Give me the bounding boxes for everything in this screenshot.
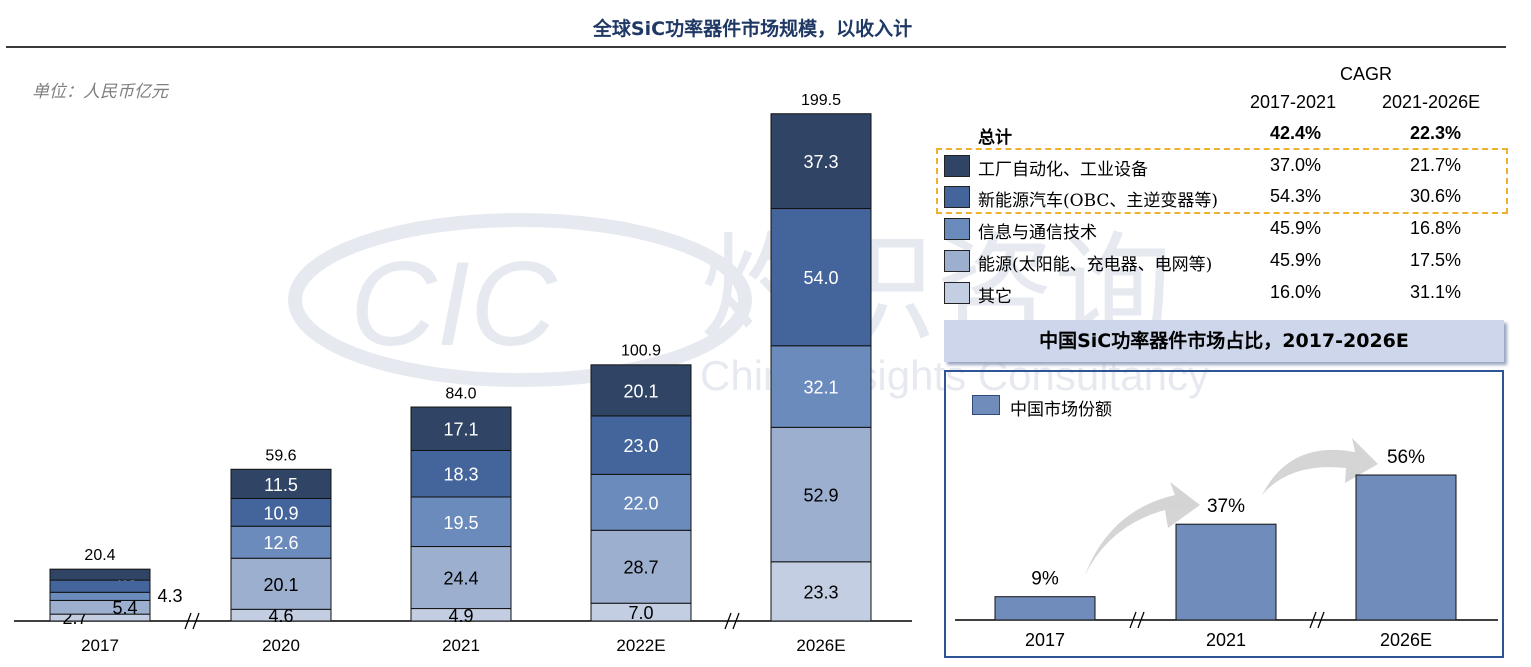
- cagr1-energy: 45.9%: [1270, 250, 1322, 270]
- title-divider: [6, 46, 1506, 48]
- bar-segment: [770, 426, 872, 563]
- axis-break-mark: [732, 612, 740, 630]
- bar-segment-label: 4.6: [268, 606, 293, 626]
- cagr-period-1: 2017-2021: [1250, 92, 1337, 112]
- bar-segment-label: 4.3: [157, 586, 182, 606]
- bar-segment-label: 32.1: [803, 378, 838, 398]
- bar-segment-label: 18.3: [443, 465, 478, 485]
- x-tick-label: 2020: [262, 636, 300, 655]
- page-title: 全球SiC功率器件市场规模，以收入计: [592, 18, 913, 40]
- bar-segment-label: 23.3: [803, 582, 838, 602]
- x-tick-label: 2021: [442, 636, 480, 655]
- bar-segment-label: 24.4: [443, 569, 478, 589]
- bar-segment-label: 23.0: [623, 436, 658, 456]
- bar-segment-label: 17.1: [443, 420, 478, 440]
- mini-legend-label: 中国市场份额: [1010, 400, 1112, 420]
- x-tick-label: 2022E: [616, 636, 665, 655]
- cagr1-ict: 45.9%: [1270, 218, 1322, 238]
- bar-segment: [770, 345, 872, 428]
- x-tick-label: 2017: [81, 636, 119, 655]
- bar-segment: [770, 113, 872, 210]
- legend-swatch-other: [944, 282, 970, 304]
- bar-segment-label: 5.4: [112, 598, 137, 618]
- bar-segment: [590, 473, 692, 531]
- bar-segment-label: 37.3: [803, 152, 838, 172]
- bar-segment-label: 52.9: [803, 486, 838, 506]
- cagr1-other: 16.0%: [1270, 282, 1322, 302]
- bar-segment-label: 54.0: [803, 268, 838, 288]
- bar-segment-label: 20.1: [263, 575, 298, 595]
- bar-segment-label: 20.1: [623, 381, 658, 401]
- cagr2-other: 31.1%: [1410, 282, 1462, 302]
- bar-segment: [49, 568, 151, 581]
- cagr-header: CAGR: [1340, 64, 1393, 84]
- highlight-dashed-box: [936, 148, 1508, 214]
- bar-total-label: 20.4: [84, 547, 115, 564]
- legend-label-energy: 能源(太阳能、充电器、电网等): [978, 255, 1213, 275]
- axis-break-mark: [724, 612, 732, 630]
- inset-title: 中国SiC功率器件市场占比，2017-2026E: [944, 320, 1504, 362]
- legend-label-ict: 信息与通信技术: [978, 223, 1097, 243]
- bar-segment: [770, 561, 872, 622]
- bar-segment-label: 22.0: [623, 493, 658, 513]
- axis-break-mark: [184, 612, 192, 630]
- total-cagr-2: 22.3%: [1410, 123, 1462, 143]
- bar-segment-label: 12.6: [263, 533, 298, 553]
- cagr2-energy: 17.5%: [1410, 250, 1462, 270]
- bar-segment: [590, 364, 692, 417]
- cagr2-ict: 16.8%: [1410, 218, 1462, 238]
- bar-segment: [410, 406, 512, 451]
- total-cagr-1: 42.4%: [1270, 123, 1322, 143]
- bar-total-label: 59.6: [265, 448, 296, 465]
- bar-segment: [590, 529, 692, 604]
- main-stacked-chart: 2.75.43.24.84.320.420174.620.112.610.911…: [14, 92, 912, 655]
- total-label: 总计: [978, 128, 1012, 148]
- bar-segment-label: 7.0: [628, 603, 653, 623]
- bar-segment-label: 4.9: [448, 606, 473, 626]
- bar-total-label: 199.5: [801, 92, 841, 109]
- bar-segment-label: 11.5: [264, 475, 298, 495]
- unit-label: 单位：人民币亿元: [32, 82, 168, 102]
- bar-total-label: 100.9: [621, 343, 661, 360]
- bar-segment: [410, 546, 512, 610]
- x-tick-label: 2026E: [796, 636, 845, 655]
- axis-break-mark: [192, 612, 200, 630]
- legend-swatch-energy: [944, 250, 970, 272]
- bar-segment: [410, 449, 512, 498]
- legend-swatch-ict: [944, 218, 970, 240]
- bar-segment: [770, 208, 872, 347]
- bar-segment-label: 19.5: [443, 513, 478, 533]
- bar-total-label: 84.0: [445, 386, 476, 403]
- mini-legend-swatch: [972, 395, 1000, 415]
- legend-label-other: 其它: [978, 287, 1012, 307]
- bar-segment: [410, 496, 512, 548]
- bar-segment-label: 28.7: [623, 558, 658, 578]
- inset-frame: [944, 370, 1504, 658]
- cagr-period-2: 2021-2026E: [1382, 92, 1481, 112]
- bar-segment-label: 10.9: [263, 503, 298, 523]
- bar-segment: [230, 468, 332, 500]
